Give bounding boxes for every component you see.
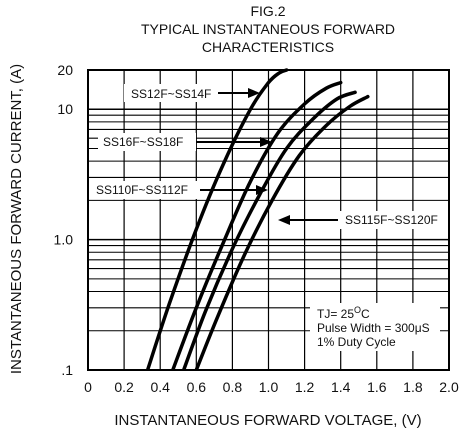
x-tick-label: 1.8 xyxy=(403,379,423,395)
x-tick-label: 1.0 xyxy=(259,379,279,395)
chart-title-line-3: CHARACTERISTICS xyxy=(202,39,334,55)
series-label-ss12f: SS12F~SS14F xyxy=(131,87,211,101)
x-tick-label: 0.6 xyxy=(187,379,207,395)
chart-title-line-1: FIG.2 xyxy=(250,3,285,19)
y-tick-label: 1.0 xyxy=(54,232,74,248)
x-tick-label: 0.2 xyxy=(114,379,134,395)
test-conditions-annotation: TJ= 25OC Pulse Width = 300μS 1% Duty Cyc… xyxy=(310,303,440,351)
x-tick-label: 0.4 xyxy=(150,379,170,395)
series-curves xyxy=(145,68,370,370)
tick-labels: 0 0.2 0.4 0.6 0.8 1.0 1.2 1.4 1.6 1.8 2.0 20 10 1.0 .1 xyxy=(54,62,459,395)
series-line-ss110f xyxy=(181,90,357,370)
y-tick-label: .1 xyxy=(61,362,73,378)
x-tick-label: 0 xyxy=(84,379,92,395)
chart-title-line-2: TYPICAL INSTANTANEOUS FORWARD xyxy=(141,21,395,37)
series-label-ss110f: SS110F~SS112F xyxy=(96,183,188,197)
gridlines xyxy=(87,70,450,370)
series-line-ss115f xyxy=(194,94,370,370)
y-tick-label: 10 xyxy=(57,101,73,117)
series-line-ss16f xyxy=(171,80,343,370)
x-tick-label: 1.2 xyxy=(295,379,315,395)
y-tick-label: 20 xyxy=(57,62,73,78)
annotation-duty-cycle: 1% Duty Cycle xyxy=(317,335,396,349)
x-tick-label: 0.8 xyxy=(223,379,243,395)
plot-frame xyxy=(87,69,450,371)
series-line-ss12f xyxy=(145,68,289,370)
series-labels: SS12F~SS14F SS16F~SS18F SS110F~SS112F SS… xyxy=(92,84,444,229)
series-label-ss115f: SS115F~SS120F xyxy=(345,213,438,227)
x-tick-label: 1.4 xyxy=(331,379,351,395)
x-tick-label: 2.0 xyxy=(439,379,459,395)
x-axis-label: INSTANTANEOUS FORWARD VOLTAGE, (V) xyxy=(114,412,421,429)
annotation-pulse-width: Pulse Width = 300μS xyxy=(317,321,430,335)
y-axis-label: INSTANTANEOUS FORWARD CURRENT, (A) xyxy=(8,64,25,374)
x-tick-label: 1.6 xyxy=(367,379,387,395)
annotation-temperature: TJ= 25OC xyxy=(317,305,370,321)
series-label-ss16f: SS16F~SS18F xyxy=(103,135,183,149)
